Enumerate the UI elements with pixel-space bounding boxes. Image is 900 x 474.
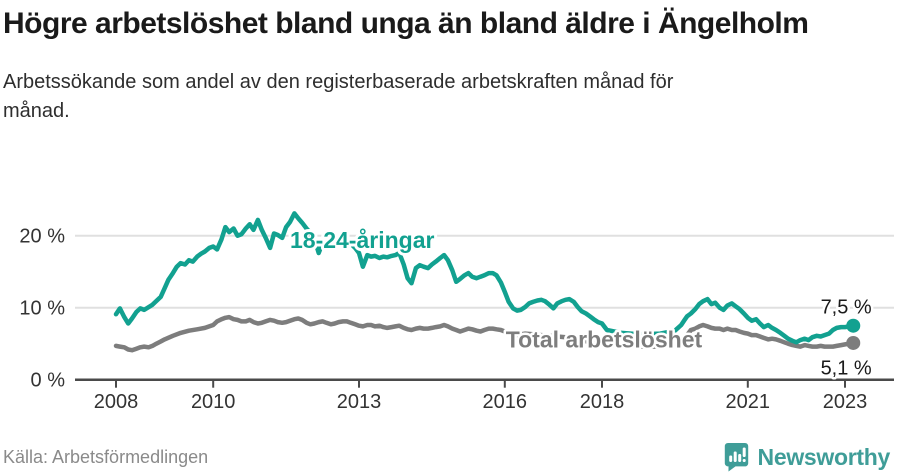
x-tick-label: 2023 bbox=[823, 391, 868, 413]
newsworthy-logo-icon bbox=[724, 443, 748, 472]
series-line-0 bbox=[113, 314, 856, 353]
y-tick-label: 10 % bbox=[19, 298, 65, 320]
chart-annotation: Total arbetslöshet bbox=[506, 326, 703, 352]
page-subtitle: Arbetssökande som andel av den registerb… bbox=[3, 71, 674, 122]
y-tick-label: 0 % bbox=[31, 370, 66, 392]
chart-annotation: 7,5 % bbox=[821, 296, 872, 318]
chart-annotation: 5,1 % bbox=[821, 358, 872, 380]
series-end-dot-0 bbox=[846, 335, 861, 350]
series-end-dot-1 bbox=[846, 318, 861, 333]
chart-annotation: 18-24-åringar bbox=[290, 227, 435, 253]
y-tick-label: 20 % bbox=[19, 226, 65, 248]
x-tick-label: 2018 bbox=[580, 391, 625, 413]
page-title: Högre arbetslöshet bland unga än bland ä… bbox=[3, 7, 809, 40]
x-tick-label: 2016 bbox=[483, 391, 528, 413]
unemployment-line-chart: 0 % 10 % 20 % 2008 2010 2013 2016 2018 2021 2023 1… bbox=[0, 190, 900, 420]
chart-svg: 0 % 10 % 20 % 2008 2010 2013 2016 2018 2021 2023 1… bbox=[19, 211, 894, 413]
header: Högre arbetslöshet bland unga än bland ä… bbox=[0, 0, 900, 126]
series-line-1 bbox=[113, 211, 856, 345]
x-tick-label: 2010 bbox=[191, 391, 236, 413]
x-tick-label: 2008 bbox=[94, 391, 139, 413]
newsworthy-logo: Newsworthy bbox=[723, 442, 900, 472]
source-credit: Källa: Arbetsförmedlingen bbox=[3, 446, 209, 467]
newsworthy-logo-text: Newsworthy bbox=[757, 443, 891, 470]
x-tick-label: 2021 bbox=[726, 391, 771, 413]
x-tick-label: 2013 bbox=[337, 391, 382, 413]
footer: Källa: Arbetsförmedlingen Newsworthy bbox=[0, 440, 900, 474]
